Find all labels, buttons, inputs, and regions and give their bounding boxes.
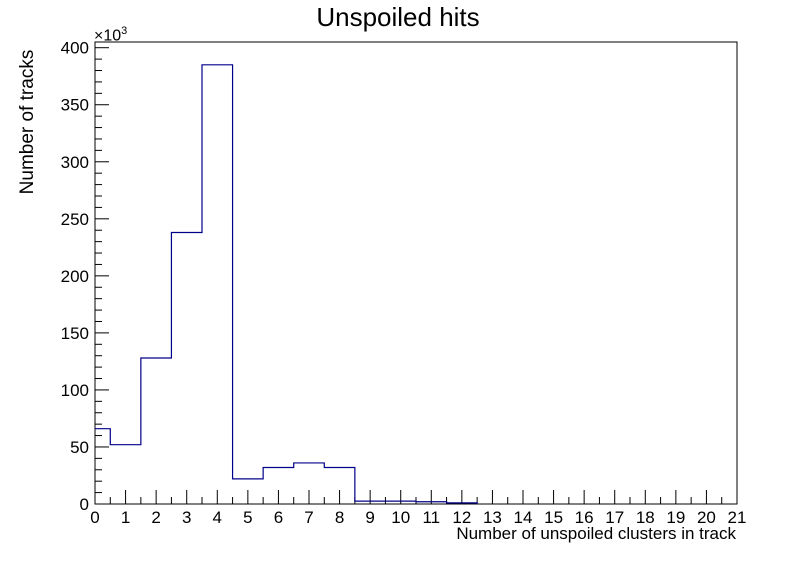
x-tick-label: 7 [304, 508, 313, 527]
x-tick-label: 4 [213, 508, 222, 527]
x-tick-label: 11 [422, 508, 440, 527]
x-tick-label: 8 [335, 508, 344, 527]
histogram-series-line [95, 64, 478, 504]
x-tick-label: 14 [514, 508, 533, 527]
y-multiplier-base: ×10 [94, 27, 122, 45]
y-axis: 0 50 100 150 200 250 300 350 400 [61, 39, 109, 514]
y-tick-label: 250 [61, 210, 89, 229]
x-tick-label: 3 [182, 508, 191, 527]
x-tick-label: 9 [365, 508, 374, 527]
x-tick-label: 12 [452, 508, 471, 527]
x-tick-label: 13 [483, 508, 502, 527]
plot-frame [94, 41, 738, 505]
x-tick-label: 16 [575, 508, 594, 527]
x-axis: 0 1 2 3 4 5 6 7 8 9 10 11 12 13 14 15 16 17 18 19 20 21 [90, 490, 746, 527]
x-tick-label: 18 [636, 508, 655, 527]
y-tick-label: 150 [61, 324, 89, 343]
x-tick-label: 2 [151, 508, 160, 527]
x-tick-label: 10 [391, 508, 410, 527]
y-tick-label: 400 [61, 39, 89, 58]
x-tick-label: 6 [274, 508, 283, 527]
y-tick-label: 200 [61, 267, 89, 286]
y-tick-label: 350 [61, 96, 89, 115]
chart-title: Unspoiled hits [316, 2, 480, 32]
x-tick-label: 0 [90, 508, 99, 527]
y-tick-label: 100 [61, 381, 89, 400]
y-tick-label: 0 [80, 495, 89, 514]
x-tick-label: 21 [728, 508, 747, 527]
y-tick-label: 300 [61, 153, 89, 172]
x-tick-label: 19 [666, 508, 685, 527]
x-tick-label: 15 [544, 508, 563, 527]
x-axis-label: Number of unspoiled clusters in track [456, 524, 736, 543]
x-tick-label: 5 [243, 508, 252, 527]
x-tick-label: 1 [121, 508, 130, 527]
x-tick-label: 20 [697, 508, 716, 527]
y-tick-label: 50 [70, 438, 89, 457]
y-axis-multiplier: ×103 [94, 25, 127, 45]
y-axis-label: Number of tracks [17, 49, 38, 195]
x-tick-label: 17 [605, 508, 624, 527]
y-multiplier-exponent: 3 [121, 25, 128, 37]
